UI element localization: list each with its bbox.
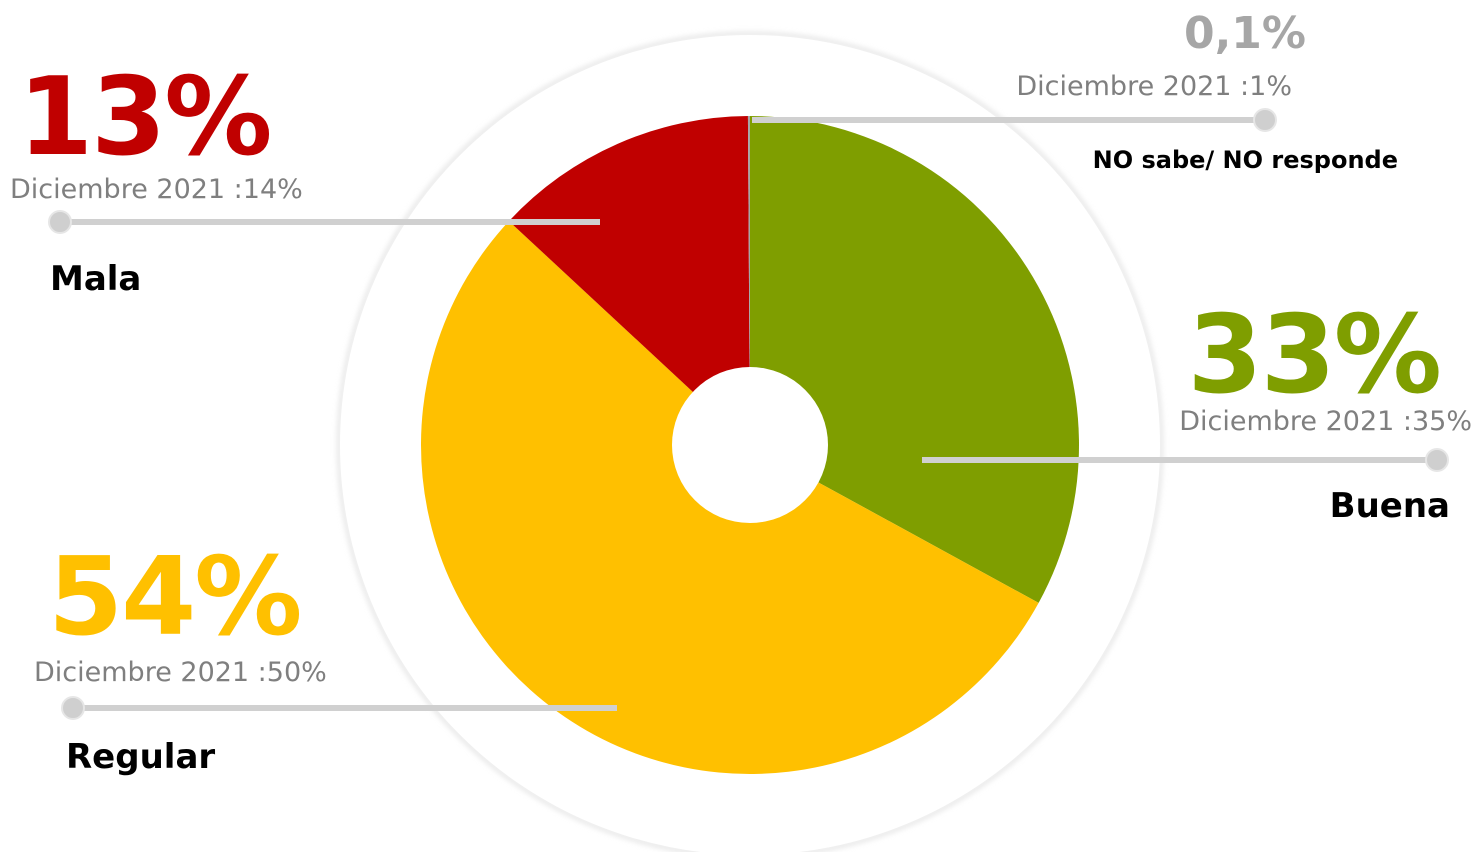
- mala-category-label: Mala: [50, 259, 142, 299]
- donut-hole: [672, 367, 828, 523]
- nosabe-category-label: NO sabe/ NO responde: [1092, 146, 1398, 174]
- mala-percent: 13%: [18, 55, 273, 180]
- buena-percent: 33%: [1187, 293, 1442, 418]
- leader-lines: [48, 108, 1449, 720]
- nosabe-leader-dot: [1253, 108, 1277, 132]
- pie-slice-mala: [508, 116, 750, 446]
- regular-category-label: Regular: [66, 737, 216, 777]
- pie-slice-no-sabe-no-responde: [747, 116, 750, 445]
- regular-percent: 54%: [48, 535, 303, 660]
- pie-slice-buena: [750, 116, 1079, 603]
- regular-previous-label: Diciembre 2021 :50%: [34, 657, 327, 688]
- buena-leader-dot: [1425, 448, 1449, 472]
- mala-leader-dot: [48, 210, 72, 234]
- nosabe-percent: 0,1%: [1183, 8, 1306, 59]
- mala-previous-label: Diciembre 2021 :14%: [10, 174, 303, 205]
- buena-category-label: Buena: [1329, 486, 1450, 526]
- regular-leader-dot: [61, 696, 85, 720]
- buena-previous-label: Diciembre 2021 :35%: [1179, 406, 1472, 437]
- nosabe-previous-label: Diciembre 2021 :1%: [1016, 71, 1292, 102]
